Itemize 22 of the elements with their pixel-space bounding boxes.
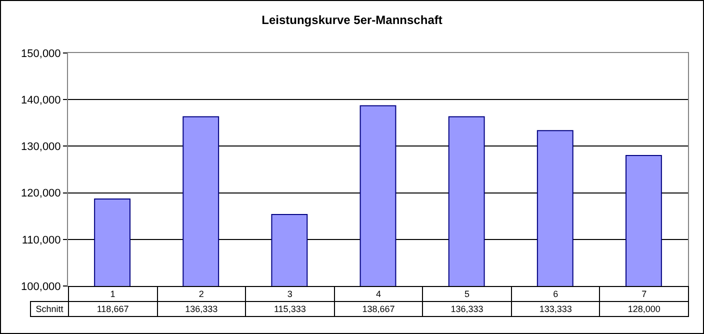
x-tick-label: 3: [246, 286, 334, 302]
x-tick-label: 1: [68, 286, 158, 302]
x-tick-label: 6: [511, 286, 600, 302]
y-tick-label: 100,000: [21, 280, 61, 293]
x-tick-label: 5: [422, 286, 512, 302]
data-label: 138,667: [334, 302, 423, 316]
data-label: 133,333: [511, 302, 600, 316]
y-tick-label: 140,000: [21, 94, 61, 106]
y-tick-label: 150,000: [21, 48, 61, 60]
data-label: 136,333: [157, 302, 246, 316]
data-label: 136,333: [422, 302, 512, 316]
x-tick-label: 4: [334, 286, 423, 302]
data-label: 118,667: [68, 302, 158, 316]
y-tick-label: 130,000: [21, 141, 61, 154]
data-label: 128,000: [600, 302, 688, 316]
chart-title: Leistungskurve 5er-Mannschaft: [262, 13, 442, 28]
y-tick-label: 120,000: [21, 188, 61, 200]
text: Schnitt: [30, 302, 68, 316]
y-tick-label: 110,000: [22, 234, 61, 246]
data-label: 115,333: [246, 302, 334, 316]
x-tick-label: 2: [157, 286, 246, 302]
x-tick-label: 7: [600, 286, 688, 302]
